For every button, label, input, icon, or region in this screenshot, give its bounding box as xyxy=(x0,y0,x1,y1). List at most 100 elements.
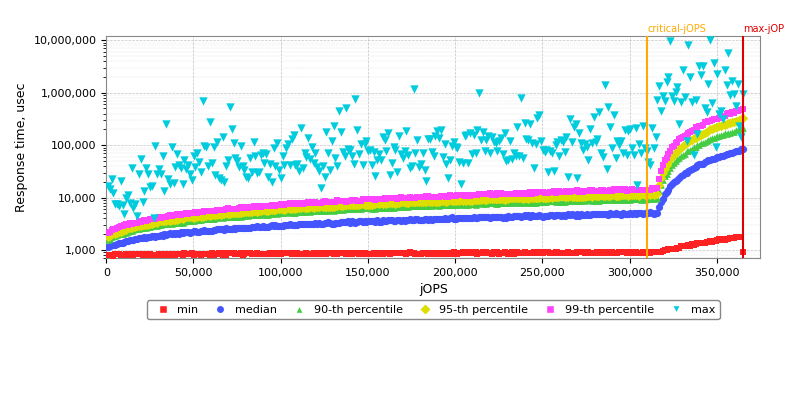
Point xyxy=(103,233,116,240)
Point xyxy=(511,195,524,201)
Point xyxy=(366,218,378,224)
Point xyxy=(413,203,426,209)
Point xyxy=(413,199,426,205)
Point xyxy=(267,145,280,151)
Point xyxy=(478,250,491,256)
Point xyxy=(567,212,580,218)
Point xyxy=(122,238,134,244)
Point xyxy=(366,196,378,202)
Point xyxy=(404,199,417,205)
Point xyxy=(711,154,724,160)
Point xyxy=(644,250,657,256)
Point xyxy=(682,148,694,154)
Point xyxy=(647,211,660,217)
Point xyxy=(464,193,477,199)
Point xyxy=(307,221,320,227)
Point xyxy=(209,226,222,233)
Point xyxy=(674,153,687,160)
Point xyxy=(602,103,614,110)
Point xyxy=(427,194,440,200)
Point xyxy=(400,200,413,206)
Point xyxy=(564,193,577,200)
Point xyxy=(210,206,223,213)
Point xyxy=(302,199,314,205)
Point xyxy=(156,153,169,159)
Point xyxy=(407,86,420,92)
Point xyxy=(306,208,318,215)
Point xyxy=(690,124,702,130)
Point xyxy=(613,249,626,256)
Point xyxy=(262,208,274,214)
Point xyxy=(677,143,690,149)
Point xyxy=(733,148,746,154)
Point xyxy=(138,217,151,224)
Point xyxy=(606,188,618,194)
Point xyxy=(694,132,707,138)
Point xyxy=(178,157,191,164)
Point xyxy=(407,195,420,201)
Point xyxy=(567,188,580,194)
Point xyxy=(577,212,590,219)
Point xyxy=(176,230,189,236)
Point xyxy=(342,218,354,225)
Point xyxy=(658,191,671,198)
Point xyxy=(362,202,374,208)
Point xyxy=(242,209,254,216)
Point xyxy=(102,234,114,240)
Point xyxy=(546,150,558,156)
Point xyxy=(187,252,200,258)
Point xyxy=(354,140,367,147)
Point xyxy=(610,210,622,216)
Point xyxy=(431,194,444,200)
Point xyxy=(540,147,553,154)
Point xyxy=(230,214,243,220)
Point xyxy=(489,250,502,256)
Point xyxy=(627,152,640,158)
Point xyxy=(229,206,242,212)
Point xyxy=(336,219,349,225)
Point xyxy=(677,134,690,140)
Point xyxy=(269,163,282,170)
Point xyxy=(634,250,647,256)
Point xyxy=(597,211,610,217)
Point xyxy=(302,221,314,227)
Point xyxy=(713,123,726,130)
Point xyxy=(206,212,218,218)
Point xyxy=(230,158,243,164)
Point xyxy=(673,175,686,181)
Point xyxy=(594,197,607,203)
Point xyxy=(316,204,329,210)
Point xyxy=(566,250,578,256)
Point xyxy=(360,202,373,208)
Point xyxy=(438,215,451,221)
Point xyxy=(704,118,717,124)
Point xyxy=(170,216,183,223)
Point xyxy=(364,204,377,211)
Point xyxy=(578,193,591,200)
Point xyxy=(254,224,267,230)
Point xyxy=(484,250,497,256)
Point xyxy=(234,250,247,257)
Point xyxy=(327,251,340,258)
Point xyxy=(260,150,273,157)
Point xyxy=(306,144,318,150)
Point xyxy=(113,228,126,235)
Point xyxy=(546,212,558,218)
Point xyxy=(431,250,444,256)
Point xyxy=(130,251,143,258)
Point xyxy=(620,152,633,159)
Point xyxy=(289,222,302,228)
Point xyxy=(207,252,220,258)
Point xyxy=(113,240,126,246)
Point xyxy=(620,210,633,217)
Point xyxy=(411,250,424,257)
Point xyxy=(602,211,614,218)
Point xyxy=(343,250,356,256)
Point xyxy=(354,218,367,224)
Point xyxy=(566,138,578,145)
Point xyxy=(402,204,414,210)
Point xyxy=(102,229,114,236)
Point xyxy=(706,238,718,245)
Point xyxy=(717,121,730,128)
Point xyxy=(114,228,127,235)
